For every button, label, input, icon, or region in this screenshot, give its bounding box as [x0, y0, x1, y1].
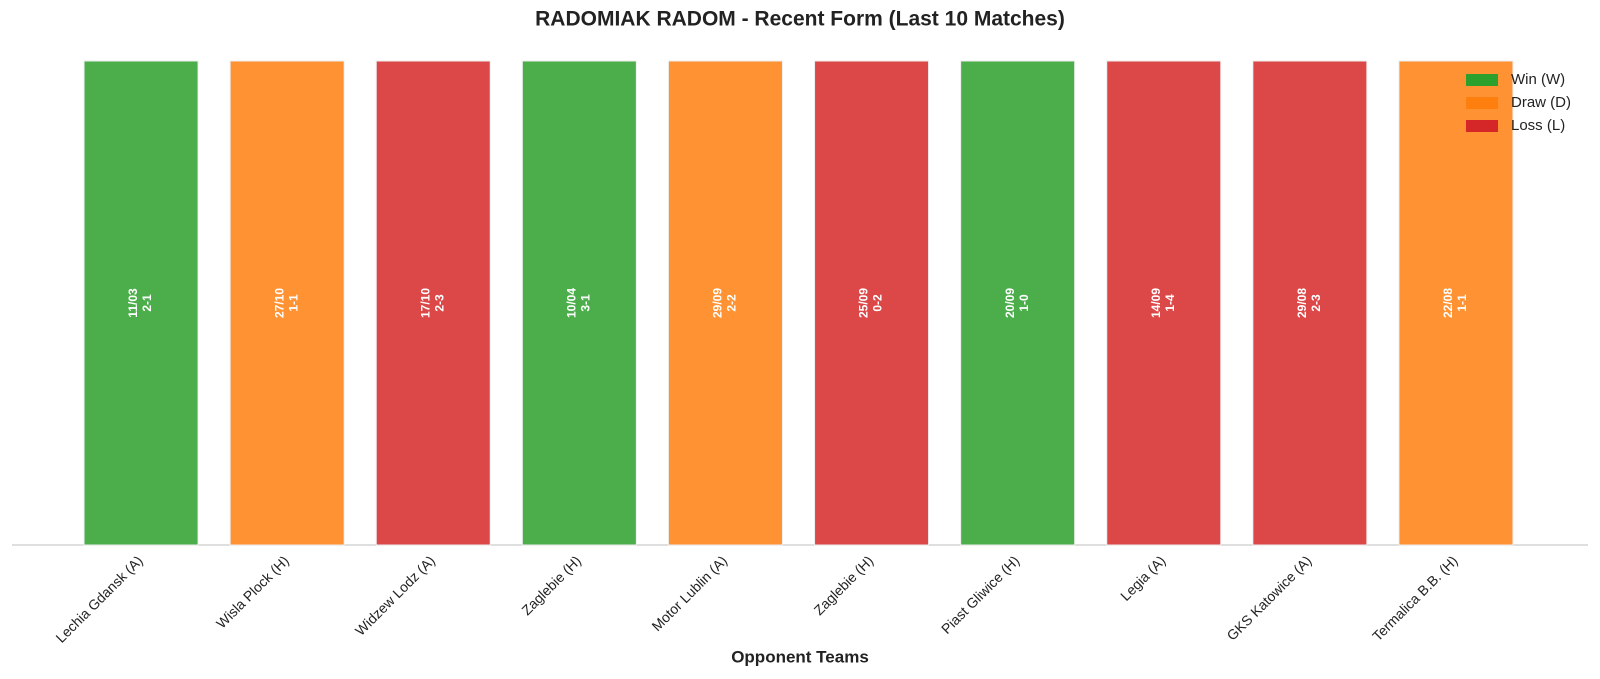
bar	[521, 60, 637, 546]
bar	[960, 60, 1076, 546]
bar	[667, 60, 783, 546]
x-tick-label: Widzew Lodz (A)	[352, 552, 438, 638]
x-tick-label: GKS Katowice (A)	[1223, 552, 1314, 643]
legend-swatch	[1466, 97, 1498, 109]
legend-label: Loss (L)	[1511, 117, 1565, 134]
x-tick-label: Wisla Plock (H)	[213, 552, 292, 631]
x-tick-label: Termalica B.B. (H)	[1369, 552, 1461, 644]
match-score: 2-3	[432, 294, 446, 312]
match-date: 10/04	[565, 288, 579, 318]
x-tick-label: Zaglebie (H)	[518, 552, 584, 618]
match-score: 1-0	[1017, 294, 1031, 312]
bar	[1252, 60, 1368, 546]
match-date: 25/09	[857, 288, 871, 318]
bar	[814, 60, 930, 546]
bar	[375, 60, 491, 546]
match-date: 29/09	[711, 288, 725, 318]
match-score: 1-1	[1455, 294, 1469, 312]
legend-swatch	[1466, 74, 1498, 86]
match-score: 3-1	[579, 294, 593, 312]
bar	[83, 60, 199, 546]
match-date: 29/08	[1295, 288, 1309, 318]
bar	[1106, 60, 1222, 546]
match-score: 1-1	[286, 294, 300, 312]
match-score: 1-4	[1163, 294, 1177, 312]
match-date: 27/10	[272, 288, 286, 318]
bar	[229, 60, 345, 546]
match-date: 11/03	[126, 288, 140, 318]
match-score: 2-3	[1309, 294, 1323, 312]
x-tick-label: Legia (A)	[1117, 552, 1168, 603]
match-score: 2-1	[140, 294, 154, 312]
match-score: 0-2	[871, 294, 885, 312]
legend-label: Draw (D)	[1511, 94, 1571, 111]
legend-label: Win (W)	[1511, 71, 1565, 88]
match-date: 14/09	[1149, 288, 1163, 318]
match-date: 22/08	[1441, 288, 1455, 318]
legend-swatch	[1466, 120, 1498, 132]
chart-title: RADOMIAK RADOM - Recent Form (Last 10 Ma…	[535, 8, 1065, 31]
match-date: 20/09	[1003, 288, 1017, 318]
x-tick-label: Motor Lublin (A)	[648, 552, 730, 634]
bar	[1398, 60, 1514, 546]
match-date: 17/10	[418, 288, 432, 318]
match-score: 2-2	[725, 294, 739, 312]
x-tick-label: Lechia Gdansk (A)	[52, 552, 145, 645]
x-tick-label: Zaglebie (H)	[811, 552, 877, 618]
x-axis-label: Opponent Teams	[731, 647, 869, 666]
x-tick-label: Piast Gliwice (H)	[938, 552, 1022, 636]
